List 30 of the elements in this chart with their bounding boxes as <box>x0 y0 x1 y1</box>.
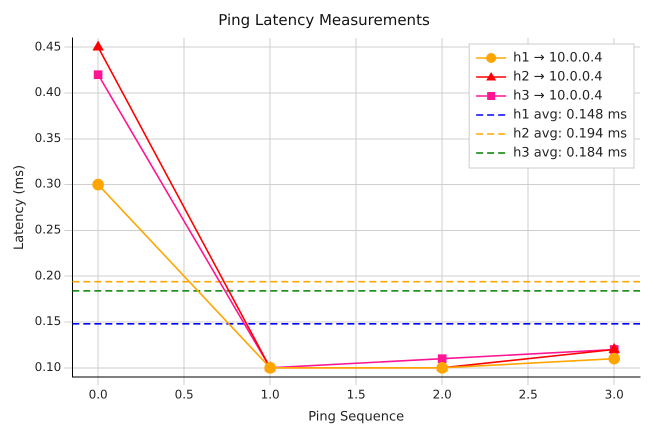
x-tick-label: 3.0 <box>604 387 624 402</box>
point <box>438 354 447 364</box>
y-axis-title: Latency (ms) <box>12 164 28 250</box>
y-tick-label: 0.10 <box>34 360 62 374</box>
y-tick-label: 0.35 <box>34 130 62 145</box>
y-tick-label: 0.40 <box>34 85 62 100</box>
legend-label: h1 → 10.0.0.4 <box>513 50 603 66</box>
point <box>94 70 102 79</box>
x-axis-title: Ping Sequence <box>308 410 404 425</box>
legend-label: h2 avg: 0.194 ms <box>513 126 628 142</box>
y-tick-label: 0.45 <box>34 39 62 54</box>
y-tick-label: 0.15 <box>34 314 62 328</box>
legend-label: h3 avg: 0.184 ms <box>513 145 628 160</box>
legend-label: h2 → 10.0.0.4 <box>513 69 603 84</box>
legend-label: h3 → 10.0.0.4 <box>513 88 603 104</box>
legend-label: h1 avg: 0.148 ms <box>513 107 628 122</box>
chart-title: Ping Latency Measurements <box>218 10 430 29</box>
x-tick-label: 0.5 <box>174 387 194 402</box>
point <box>436 362 448 374</box>
point <box>92 41 104 50</box>
y-tick-label: 0.30 <box>34 176 62 191</box>
x-tick-label: 2.5 <box>518 387 538 402</box>
point <box>92 178 104 190</box>
x-tick-label: 2.0 <box>432 387 452 402</box>
x-tick-label: 1.5 <box>346 387 366 402</box>
x-tick-label: 0.0 <box>88 387 108 402</box>
x-tick-label: 1.0 <box>260 387 280 402</box>
y-tick-label: 0.20 <box>34 268 62 282</box>
point <box>608 352 620 364</box>
y-tick-label: 0.25 <box>34 222 62 237</box>
